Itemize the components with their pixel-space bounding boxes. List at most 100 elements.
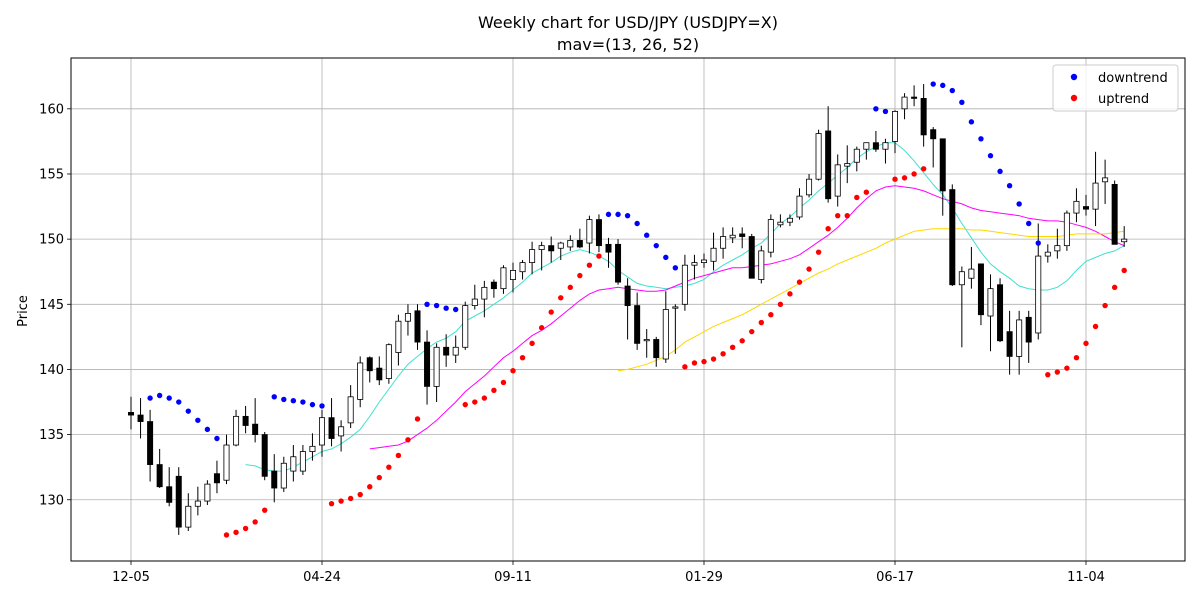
candle-body xyxy=(147,421,154,465)
candle xyxy=(519,259,526,280)
candle xyxy=(777,214,784,228)
candle-body xyxy=(987,288,994,317)
candle-body xyxy=(366,357,373,372)
uptrend-marker xyxy=(405,437,411,443)
candle-body xyxy=(223,444,230,481)
candle-body xyxy=(892,111,899,142)
candle-body xyxy=(471,298,478,306)
candle xyxy=(939,138,946,216)
candle-body xyxy=(500,267,507,290)
candle xyxy=(911,85,918,107)
candle xyxy=(261,431,268,481)
candle-body xyxy=(1073,200,1080,214)
candle xyxy=(529,241,536,275)
candle-body xyxy=(576,240,583,248)
candle xyxy=(509,262,516,293)
candle-body xyxy=(1054,245,1061,252)
uptrend-marker xyxy=(787,291,793,297)
candle-body xyxy=(710,247,717,262)
candle-body xyxy=(1035,255,1042,334)
uptrend-marker xyxy=(586,262,593,268)
downtrend-marker xyxy=(644,232,650,238)
candle-body xyxy=(1063,212,1070,247)
candle-body xyxy=(462,305,469,348)
uptrend-marker xyxy=(1045,371,1051,378)
uptrend-marker xyxy=(548,309,554,315)
candle-body xyxy=(958,271,965,286)
candle xyxy=(280,456,287,492)
candle-body xyxy=(414,310,421,343)
candle xyxy=(147,409,154,482)
candle xyxy=(366,356,373,383)
candle xyxy=(1121,226,1128,247)
downtrend-marker xyxy=(624,212,631,219)
downtrend-marker xyxy=(987,153,994,159)
uptrend-marker xyxy=(242,525,249,532)
candle-body xyxy=(977,263,984,316)
uptrend-marker xyxy=(491,387,497,393)
legend-box xyxy=(1052,64,1179,112)
candle-body xyxy=(758,250,765,280)
uptrend-marker xyxy=(252,519,258,525)
candle xyxy=(615,239,622,285)
candle xyxy=(318,409,325,457)
candle-body xyxy=(853,148,860,163)
candle-body xyxy=(376,367,383,381)
candle-body xyxy=(347,396,354,424)
candle xyxy=(567,235,574,251)
candle-body xyxy=(452,346,459,356)
uptrend-marker xyxy=(462,401,468,408)
candle-body xyxy=(261,434,268,477)
y-tick-label: 135 xyxy=(39,428,64,443)
uptrend-marker xyxy=(1054,369,1061,375)
downtrend-marker xyxy=(166,395,172,401)
downtrend-marker xyxy=(949,87,955,94)
candle-body xyxy=(338,426,345,437)
uptrend-marker xyxy=(691,360,698,366)
y-tick-label: 145 xyxy=(39,298,64,313)
candle xyxy=(701,253,708,268)
legend-downtrend-marker xyxy=(1070,73,1078,81)
mav26-line xyxy=(369,185,1125,450)
candle-body xyxy=(739,233,746,237)
candle xyxy=(166,467,173,507)
uptrend-marker xyxy=(825,226,831,232)
candle-body xyxy=(204,483,211,502)
uptrend-marker xyxy=(1073,355,1080,361)
trend-markers xyxy=(147,81,1127,538)
candle-body xyxy=(1102,177,1109,183)
candle-body xyxy=(720,236,727,249)
uptrend-marker xyxy=(328,500,335,507)
downtrend-marker xyxy=(300,399,306,405)
uptrend-marker xyxy=(739,338,745,344)
y-tick-label: 160 xyxy=(39,102,64,117)
downtrend-marker xyxy=(290,398,297,404)
legend-uptrend-label: uptrend xyxy=(1098,92,1149,107)
candle xyxy=(844,145,851,184)
y-tick-label: 140 xyxy=(39,363,64,378)
candle xyxy=(175,467,182,535)
candle xyxy=(347,385,354,429)
candle xyxy=(443,334,450,367)
x-tick-label: 01-29 xyxy=(685,570,723,585)
candle xyxy=(137,398,144,439)
uptrend-marker xyxy=(710,356,717,362)
candle xyxy=(395,314,402,366)
uptrend-marker xyxy=(367,484,373,490)
uptrend-marker xyxy=(1083,340,1089,347)
candle-body xyxy=(424,341,431,387)
candle xyxy=(385,343,392,384)
uptrend-marker xyxy=(911,171,917,177)
candle xyxy=(882,138,889,164)
uptrend-marker xyxy=(796,279,803,285)
candle-body xyxy=(863,142,870,150)
candle-body xyxy=(653,339,660,359)
candle xyxy=(920,84,927,147)
uptrend-marker xyxy=(758,319,764,326)
candle xyxy=(1016,310,1023,375)
candle xyxy=(309,433,316,461)
candle xyxy=(901,93,908,120)
candle-body xyxy=(701,259,708,263)
uptrend-marker xyxy=(835,212,841,219)
downtrend-marker xyxy=(147,395,153,401)
